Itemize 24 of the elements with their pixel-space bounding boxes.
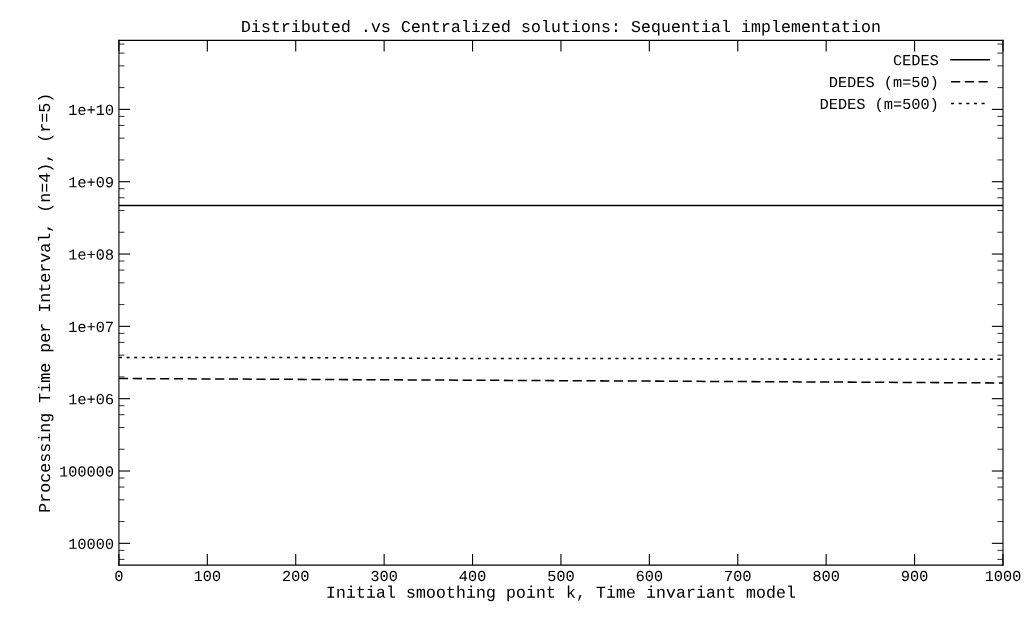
x-tick-label: 500 [548,570,574,582]
y-tick-label: 10000 [69,538,114,550]
x-tick-label: 600 [636,570,663,582]
x-tick-label: 400 [459,570,486,582]
chart-title: Distributed .vs Centralized solutions: Sequential implementation [242,19,880,36]
x-axis-title: Initial smoothing point k, Time invariant model [327,585,796,602]
legend-label: DEDES (m=500) [820,97,937,113]
x-tick-label: 900 [901,570,928,582]
y-tick-label: 1e+10 [69,104,114,116]
y-tick-label: 1e+07 [69,321,113,333]
y-tick-label: 1e+09 [69,177,113,188]
y-tick-label: 1e+08 [69,249,114,260]
y-tick-label: 1e+06 [69,394,114,405]
y-axis-title: Processing Time per Interval, (n=4), (r=5) [37,95,54,512]
legend-label: DEDES (m=50) [829,76,937,91]
x-tick-label: 800 [813,570,839,582]
x-tick-label: 0 [115,570,123,582]
x-tick-label: 200 [283,570,309,582]
x-tick-label: 700 [725,570,751,582]
y-tick-label: 100000 [60,466,114,477]
legend-label: CEDES [893,54,939,66]
x-tick-label: 1000 [985,570,1021,582]
x-tick-label: 100 [194,570,221,582]
x-tick-label: 300 [371,570,397,582]
